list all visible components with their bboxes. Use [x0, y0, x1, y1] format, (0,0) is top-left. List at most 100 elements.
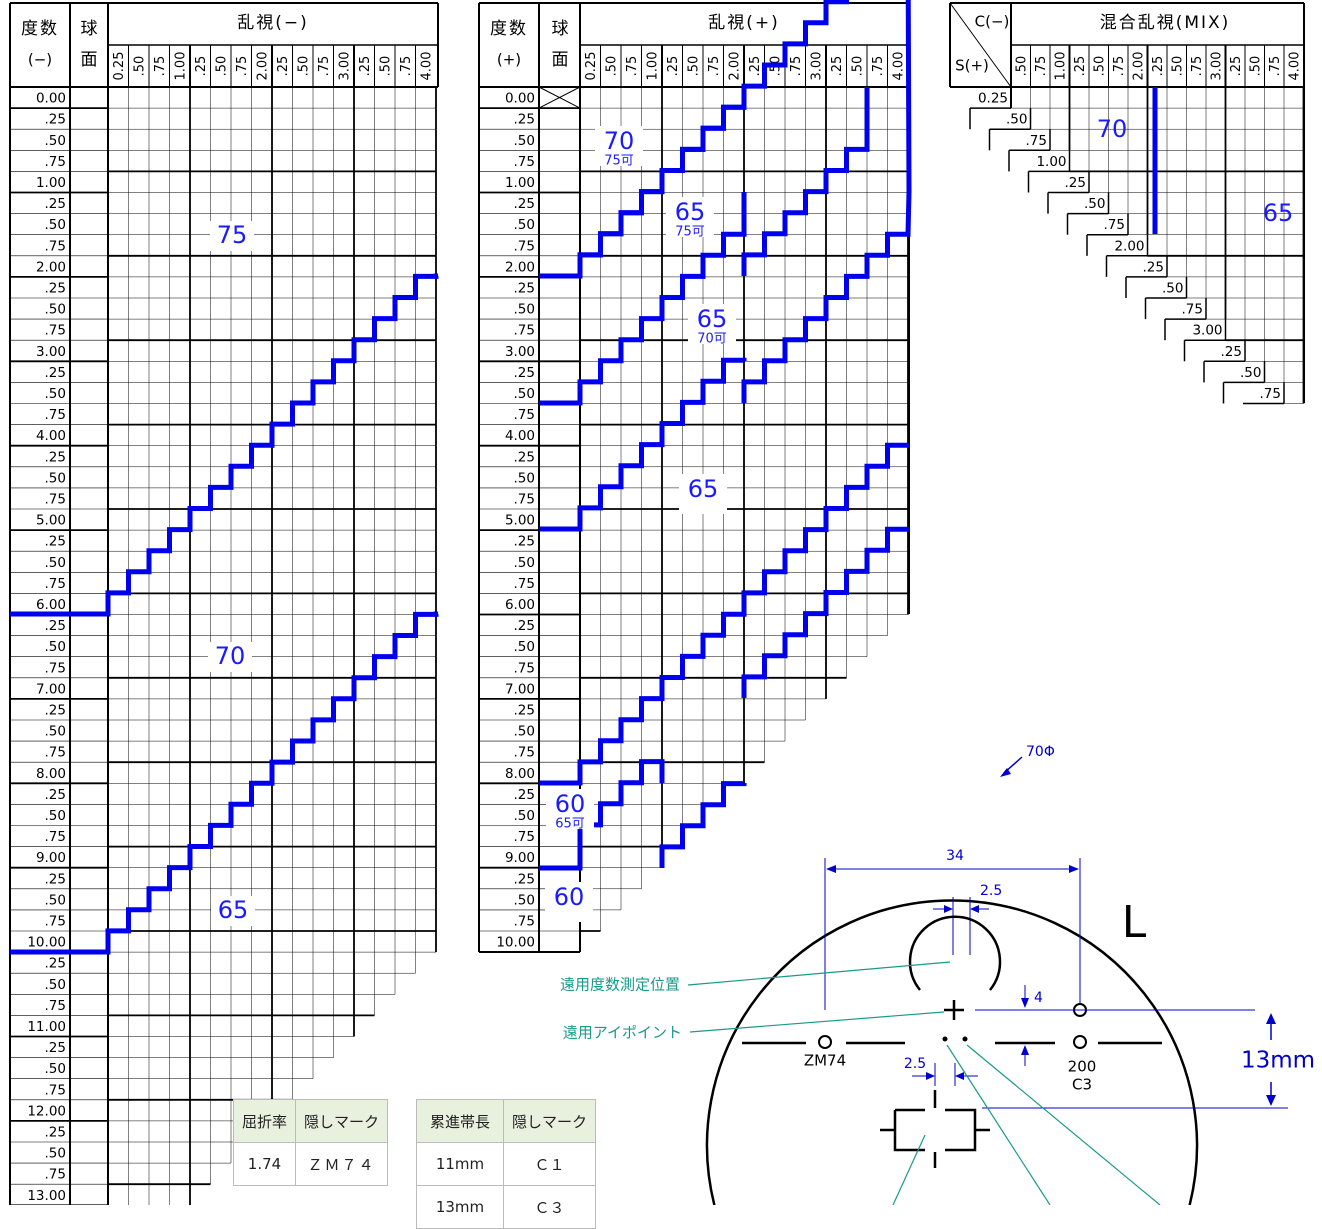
sphere-label: .50: [514, 217, 535, 233]
sphere-label: .75: [45, 1082, 66, 1098]
cyl-label: .50: [686, 56, 701, 77]
refraction-value: 1.74: [232, 1142, 297, 1186]
sphere-label: 5.00: [505, 513, 535, 529]
cyl-label: 1.00: [645, 52, 660, 81]
sphere-label: 7.00: [36, 681, 66, 697]
sphere-label: .75: [514, 154, 535, 170]
cyl-label: .25: [666, 56, 681, 77]
cyl-label: .50: [214, 56, 229, 77]
mix-col-label: 3.00: [1209, 52, 1224, 81]
prism-dot: [942, 1036, 948, 1042]
cyl-label: .75: [789, 56, 804, 77]
sphere-label: .25: [45, 1040, 66, 1056]
mix-col-label: .50: [1014, 56, 1029, 77]
mix-diag-label: .50: [1162, 280, 1183, 296]
mix-diag-label: 2.00: [1114, 238, 1144, 254]
sphere-label: .50: [514, 808, 535, 824]
sphere-label: .25: [45, 365, 66, 381]
sphere-label: .75: [45, 660, 66, 676]
zone-label-bg: [666, 197, 714, 237]
sphere-label: 11.00: [27, 1019, 66, 1035]
dim-2-5-bottom: 2.5: [904, 1056, 926, 1072]
hidden-mark-value: ＺＭ７４: [295, 1142, 389, 1186]
sphere-label: .50: [45, 302, 66, 318]
mix-col-label: .75: [1268, 56, 1283, 77]
sphere-label: .25: [514, 534, 535, 550]
cyl-label: .50: [850, 56, 865, 77]
sphere-label: .50: [45, 639, 66, 655]
mix-col-label: .75: [1190, 56, 1205, 77]
hidden-mark-value: Ｃ１: [503, 1142, 596, 1186]
sphere-label: .25: [45, 702, 66, 718]
sphere-label: .75: [45, 576, 66, 592]
zone-label-left: 70: [215, 642, 246, 670]
sphere-label: 2.00: [36, 259, 66, 275]
sphere-label: .50: [45, 892, 66, 908]
lens-side-label: L: [1122, 897, 1147, 948]
sphere-label: .50: [514, 133, 535, 149]
sphere-label: 12.00: [27, 1103, 66, 1119]
sphere-label: 3.00: [505, 344, 535, 360]
mix-col-label: 4.00: [1287, 52, 1302, 81]
mix-diag-label: .75: [1182, 302, 1203, 318]
sphere-label: .25: [45, 871, 66, 887]
zone-boundary-70-65: [10, 611, 439, 955]
sphere-label: .50: [45, 1061, 66, 1077]
zone-label-bg: [210, 221, 254, 251]
dim-2-5-top: 2.5: [980, 883, 1002, 899]
sphere-label: .50: [45, 808, 66, 824]
prism-dot: [962, 1036, 968, 1042]
cyl-label: 2.00: [255, 52, 270, 81]
c-header: C(−): [975, 13, 1010, 31]
cyl-label: .75: [871, 56, 886, 77]
corridor-value: 11mm: [416, 1142, 504, 1186]
zone-label-middle: 65: [697, 305, 728, 333]
sphere-label: .25: [514, 871, 535, 887]
mix-title: 混合乱視(MIX): [1100, 13, 1231, 33]
mix-diag-label: .75: [1026, 133, 1047, 149]
cyl-label: 3.00: [337, 52, 352, 81]
cyl-label: .50: [378, 56, 393, 77]
mix-diag-label: .50: [1006, 112, 1027, 128]
sphere-label: 13.00: [27, 1188, 66, 1204]
cyl-label: 4.00: [419, 52, 434, 81]
sphere-label: .25: [45, 112, 66, 128]
zone-label-middle: 60: [555, 790, 586, 818]
cyl-label: 0.25: [112, 52, 127, 81]
cyl-label: 1.00: [173, 52, 188, 81]
cyl-label: .50: [296, 56, 311, 77]
cyl-label: 4.00: [891, 52, 906, 81]
zone-label-middle: 65: [688, 475, 719, 503]
cyl-label: .75: [153, 56, 168, 77]
zone-sublabel: 75可: [604, 154, 634, 169]
sphere-label: .50: [45, 386, 66, 402]
mix-col-label: .25: [1229, 56, 1244, 77]
zone-label-bg: [211, 896, 255, 926]
cyl-label: .75: [399, 56, 414, 77]
sphere-label: .75: [45, 1167, 66, 1183]
arrowhead: [1266, 1095, 1276, 1106]
sphere-label: .75: [514, 576, 535, 592]
sphere-label: .75: [514, 745, 535, 761]
mix-col-label: .75: [1034, 56, 1049, 77]
cyl-label: .75: [707, 56, 722, 77]
sphere-label: .75: [45, 491, 66, 507]
measure-arc: [908, 915, 1002, 991]
zone-boundary: [741, 87, 870, 276]
sphere-label: .25: [45, 956, 66, 972]
sphere-label: .50: [514, 639, 535, 655]
mix-diag-label: .25: [1221, 344, 1242, 360]
sphere-label: .25: [514, 112, 535, 128]
zone-label-left: 75: [217, 221, 248, 249]
hidden-mark-circle-right: [1073, 1035, 1087, 1049]
mix-col-label: .75: [1112, 56, 1127, 77]
corridor-length-table: 累進帯長 隠しマーク 11mm Ｃ１ 13mm Ｃ３: [416, 1099, 596, 1229]
sphere-label: 0.00: [505, 91, 535, 107]
sphere-label: 3.00: [36, 344, 66, 360]
arrowhead: [926, 1072, 935, 1080]
mix-diag-label: 1.00: [1036, 154, 1066, 170]
cyl-label: .50: [604, 56, 619, 77]
mix-col-label: 2.00: [1131, 52, 1146, 81]
sphere-label: .75: [45, 913, 66, 929]
sphere-header: 球: [552, 19, 569, 39]
